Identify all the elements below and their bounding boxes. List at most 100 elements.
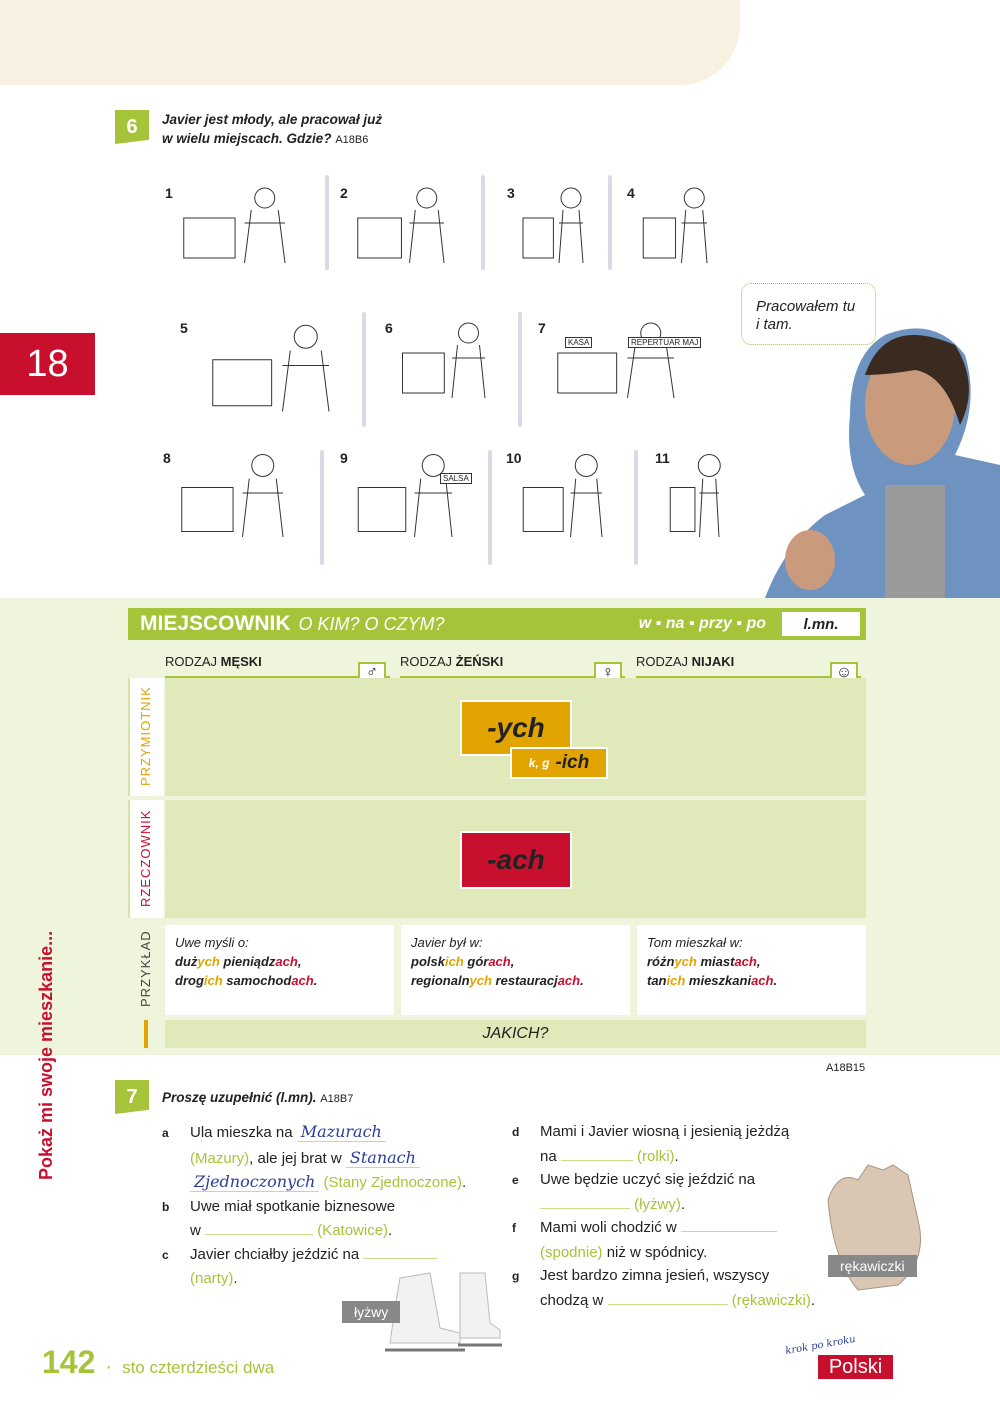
exercise-7-left: a Ula mieszka na Mazurach (Mazury), ale j… [162,1120,502,1291]
item-text: w [190,1222,201,1239]
adjective-ending: -ych [460,700,572,756]
example-fragment: pieniądz [219,954,276,969]
item-text: chodzą w [540,1291,604,1309]
answer-field[interactable] [607,1289,728,1305]
example-fragment: . [580,973,584,988]
illustration-1 [183,187,286,264]
picture-number: 10 [506,450,522,466]
row-label-noun: RZECZOWNIK [138,809,153,907]
example-fragment: restauracj [491,973,558,988]
divider [608,175,612,270]
picture-number: 7 [538,320,546,336]
example-fragment: , [510,954,515,969]
preposition: po [746,615,766,632]
punct: . [233,1270,238,1287]
page-number: 142 [42,1344,96,1380]
publisher-logo: Polski [818,1355,893,1379]
adjective-ending-alt: k, g -ich [510,747,608,779]
example-fragment: duż [175,954,198,969]
example-line: regionalnych restauracjach. [411,971,620,990]
example-fragment: różn [647,954,675,969]
page-number-words: sto czterdzieści dwa [122,1358,275,1377]
answer-field[interactable] [540,1193,630,1209]
noun-ending: -ach [460,831,572,889]
preposition: w [638,615,652,632]
item-text: Mami woli chodzić w [540,1219,677,1236]
example-fragment: ach [291,973,314,988]
speech-bubble: Pracowałem tu i tam. [741,283,876,345]
item-letter: b [162,1199,170,1214]
item-letter: c [162,1247,169,1262]
prepositions: w ▪ na ▪ przy ▪ po [638,615,766,632]
exercise-7-right: d Mami i Javier wiosną i jesienią jeżdżą … [512,1120,852,1312]
dot: · [105,1356,113,1378]
item-text: Javier chciałby jeździć na [190,1245,360,1263]
divider [320,450,324,565]
top-decoration [0,0,740,85]
item-text: niż w spódnicy. [602,1243,708,1261]
example-fragment: tan [647,973,667,988]
punct: . [674,1147,679,1165]
punct: . [680,1195,685,1213]
example-intro: Tom mieszkał w: [647,935,743,950]
example-box: Uwe myśli o: dużych pieniądzach, drogich s… [165,925,394,1015]
example-fragment: ach [734,954,757,969]
item-letter: e [512,1173,519,1187]
exercise-code: A18B7 [320,1093,354,1105]
answer-field[interactable]: Mazurach [296,1122,386,1142]
example-fragment: ych [674,954,697,969]
item-text: Ula mieszka na [190,1124,293,1141]
example-box: Javier był w: polskich górach, regionalnyc… [401,925,630,1015]
answer-field[interactable] [363,1243,438,1259]
answer-field[interactable] [205,1219,314,1235]
javier-photo [765,328,1000,598]
punct: . [461,1174,467,1191]
example-line: drogich samochodach. [175,971,384,990]
illustration-9 [357,454,453,538]
example-line: dużych pieniądzach, [175,952,384,971]
divider [325,175,329,270]
item-text: Jest bardzo zimna jesień, wszyscy [540,1267,770,1284]
illustration-2 [357,187,445,264]
divider [400,676,625,678]
item-letter: f [512,1221,516,1235]
plural-label: l.mn. [782,612,860,636]
example-fragment: mieszkani [685,973,752,988]
item-letter: d [512,1125,520,1139]
item-letter: g [512,1269,520,1283]
grammar-title: MIEJSCOWNIK [140,612,291,635]
example-fragment: , [297,954,302,969]
item-letter: a [162,1126,169,1140]
column-feminine: RODZAJ ŻEŃSKI [400,654,503,669]
row-label-box [128,800,164,918]
hint: (narty) [190,1270,234,1287]
exercise-code: A18B6 [335,134,369,146]
preposition: na [665,615,685,632]
example-fragment: . [313,973,318,988]
answer-field[interactable]: Stanach [345,1147,420,1168]
column-prefix: RODZAJ [165,654,221,669]
preposition: przy [698,615,732,632]
answer-field[interactable]: Zjednoczonych [190,1172,320,1192]
instruction-text: Proszę uzupełnić (l.mn). [162,1090,317,1105]
question-row: JAKICH? [165,1020,866,1048]
example-fragment: regionaln [411,973,470,988]
picture-number: 1 [165,185,173,201]
side-title: Pokaż mi swoje mieszkanie... [36,930,56,1180]
answer-field[interactable] [560,1145,633,1161]
divider [362,312,366,427]
example-fragment: ach [557,973,581,988]
answer-field[interactable] [680,1216,777,1232]
illustration-3 [522,187,584,264]
column-gender: ŻEŃSKI [455,654,504,669]
gloves-label: rękawiczki [828,1255,917,1277]
example-fragment: miast [696,954,735,969]
page-footer: 142 · sto czterdzieści dwa [42,1344,274,1381]
example-fragment: ach [488,954,511,969]
sign-kasa: KASA [565,337,593,348]
illustration-5 [212,324,330,412]
item-text: Mami i Javier wiosną i jesienią jeżdżą [540,1123,790,1140]
sign-salsa: SALSA [440,473,472,484]
row-label-box [128,678,164,796]
example-fragment: ach [275,954,298,969]
